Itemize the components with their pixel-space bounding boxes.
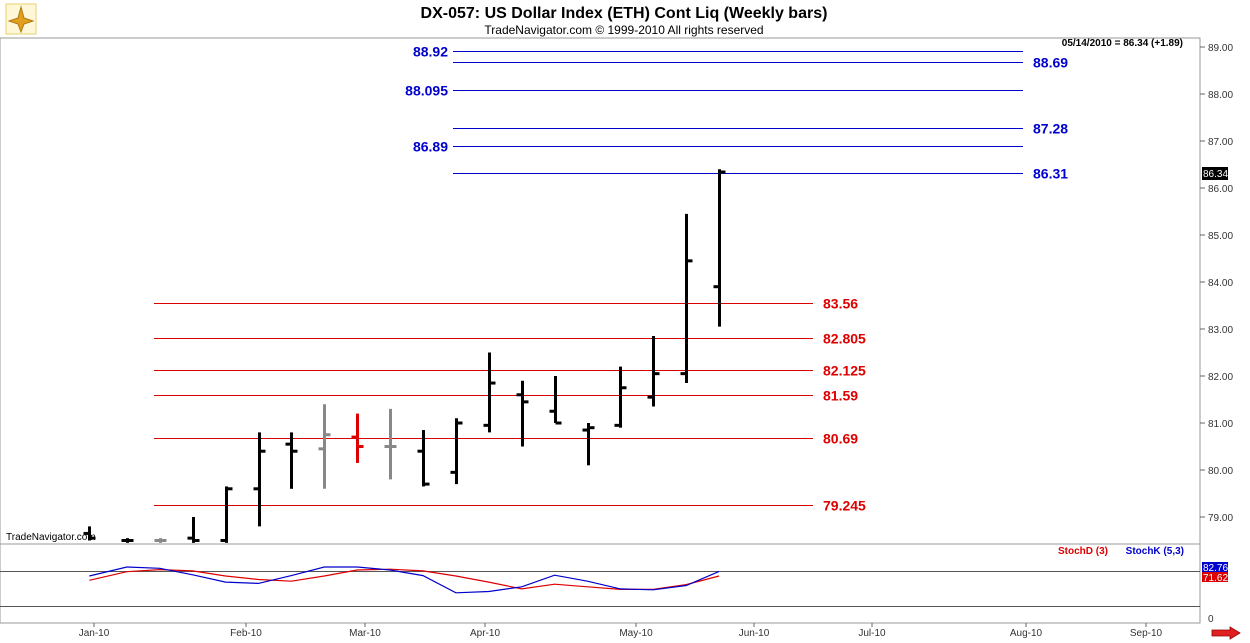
stochk-last-tag	[1202, 562, 1228, 572]
level-lines: 88.92 88.69 88.095 87.28 86.89 86.31 83.56 82.8…	[154, 44, 1068, 514]
date-tick-label: Jun-10	[739, 628, 770, 639]
price-tick-label: 82.00	[1208, 372, 1233, 383]
price-tick-label: 79.00	[1208, 513, 1233, 524]
ohlc-bars	[83, 169, 726, 543]
price-tick-label: 86.00	[1208, 184, 1233, 195]
stochd-legend: StochD (3)	[1058, 546, 1108, 557]
resistance-label: 88.095	[405, 83, 448, 99]
copyright-text: TradeNavigator.com © 1999-2010 All right…	[484, 23, 763, 37]
ohlc-bar	[351, 413, 364, 463]
ohlc-bar	[220, 486, 233, 543]
ohlc-bar	[187, 517, 200, 543]
stoch-line	[89, 568, 720, 591]
stochd-last-tag	[1202, 572, 1228, 582]
support-label: 82.805	[823, 331, 866, 347]
ohlc-bar	[549, 376, 562, 425]
price-tick-label: 81.00	[1208, 419, 1233, 430]
support-label: 81.59	[823, 388, 858, 404]
support-label: 80.69	[823, 431, 858, 447]
ohlc-bar	[647, 336, 660, 407]
date-tick-label: Jul-10	[858, 628, 886, 639]
date-tick-label: Aug-10	[1010, 628, 1043, 639]
price-tick-label: 83.00	[1208, 325, 1233, 336]
price-tick-label: 80.00	[1208, 466, 1233, 477]
date-tick-label: Sep-10	[1130, 628, 1163, 639]
price-tick-label: 84.00	[1208, 278, 1233, 289]
ohlc-bar	[253, 432, 266, 527]
ohlc-bar	[516, 380, 529, 447]
watermark-text: TradeNavigator.com	[6, 532, 96, 543]
stoch-zero-tick: 0	[1208, 614, 1214, 625]
chart-title: DX-057: US Dollar Index (ETH) Cont Liq (…	[421, 5, 828, 22]
ohlc-bar	[121, 538, 134, 543]
last-price-tag	[1202, 167, 1228, 180]
ohlc-bar	[582, 423, 595, 466]
compass-logo-icon[interactable]	[5, 3, 37, 35]
last-price-label: 86.34	[1203, 169, 1228, 180]
support-label: 79.245	[823, 498, 866, 514]
price-tick-label: 88.00	[1208, 90, 1233, 101]
ohlc-bar	[83, 526, 96, 541]
resistance-label: 88.92	[413, 44, 448, 60]
price-tick-label: 85.00	[1208, 231, 1233, 242]
ohlc-bar	[384, 408, 397, 480]
ohlc-bar	[285, 432, 298, 489]
ohlc-bar	[318, 404, 331, 489]
stochk-legend: StochK (5,3)	[1126, 546, 1184, 557]
resistance-label: 87.28	[1033, 121, 1068, 137]
resistance-label: 88.69	[1033, 55, 1068, 71]
price-tick-label: 87.00	[1208, 137, 1233, 148]
quote-readout: 05/14/2010 = 86.34 (+1.89)	[1062, 38, 1183, 49]
price-tick-label: 89.00	[1208, 43, 1233, 54]
date-axis: Jan-10 Feb-10 Mar-10 Apr-10 May-10 Jun-10 Jul-…	[79, 623, 1163, 639]
price-axis: 79.00 80.00 81.00 82.00 83.00 84.00 85.00 86.00…	[1199, 38, 1233, 544]
support-label: 83.56	[823, 296, 858, 312]
ohlc-bar	[417, 430, 430, 487]
ohlc-bar	[450, 418, 463, 485]
stochd-last-label: 71.62	[1203, 573, 1228, 584]
ohlc-bar	[614, 366, 627, 428]
ohlc-bar	[680, 213, 693, 384]
stochk-last-label: 82.76	[1203, 563, 1228, 574]
support-label: 82.125	[823, 363, 866, 379]
date-tick-label: Apr-10	[470, 628, 500, 639]
ohlc-bar	[154, 538, 167, 543]
date-tick-label: Mar-10	[349, 628, 381, 639]
ohlc-bar	[713, 169, 726, 327]
resistance-label: 86.89	[413, 139, 448, 155]
date-tick-label: Feb-10	[230, 628, 262, 639]
ohlc-bar	[483, 352, 496, 433]
date-tick-label: May-10	[619, 628, 653, 639]
stoch-line	[89, 566, 720, 594]
resistance-label: 86.31	[1033, 166, 1068, 182]
date-tick-label: Jan-10	[79, 628, 110, 639]
right-arrow-icon[interactable]	[1209, 626, 1241, 640]
